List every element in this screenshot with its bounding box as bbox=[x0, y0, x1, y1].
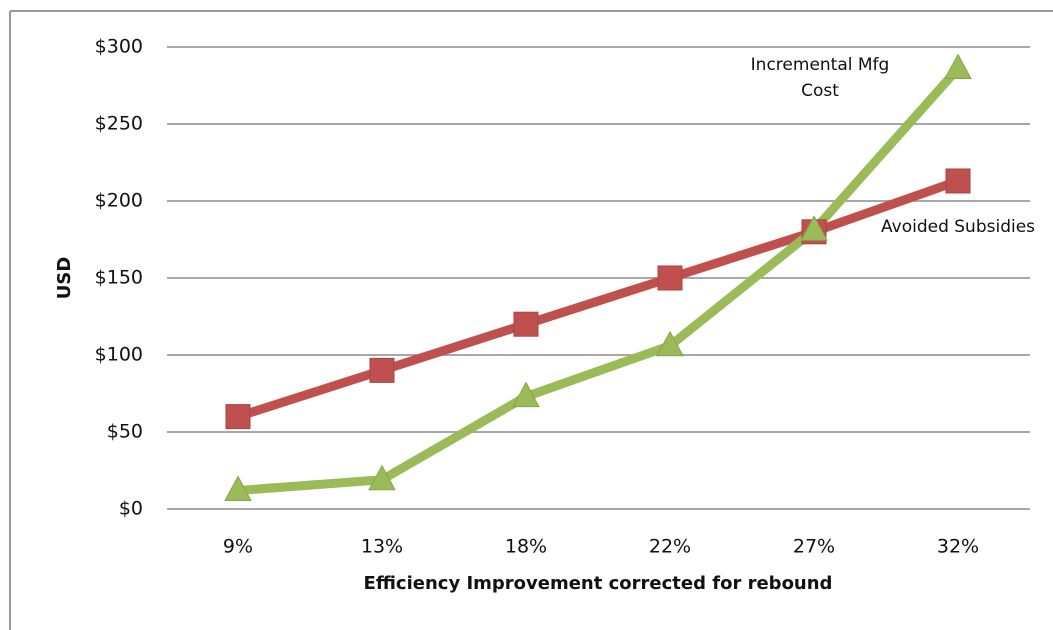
marker bbox=[225, 404, 251, 430]
marker bbox=[224, 475, 252, 502]
y-tick-label: $200 bbox=[95, 190, 143, 212]
marker bbox=[513, 311, 539, 337]
y-tick-label: $250 bbox=[95, 113, 143, 135]
marker bbox=[944, 53, 972, 80]
y-tick-label: $150 bbox=[95, 267, 143, 289]
marker bbox=[369, 357, 395, 383]
series-label: Avoided Subsidies bbox=[881, 217, 1036, 237]
y-axis-title: USD bbox=[54, 257, 75, 300]
series-line bbox=[236, 176, 960, 421]
x-tick-label: 27% bbox=[793, 536, 835, 558]
x-tick-label: 13% bbox=[361, 536, 403, 558]
series-line bbox=[237, 65, 962, 496]
series-label: Incremental Mfg Cost bbox=[750, 55, 890, 101]
x-axis-title: Efficiency Improvement corrected for reb… bbox=[364, 573, 833, 594]
y-tick-label: $50 bbox=[107, 421, 143, 443]
x-tick-label: 22% bbox=[649, 536, 691, 558]
x-tick-label: 9% bbox=[223, 536, 253, 558]
x-tick-label: 32% bbox=[937, 536, 979, 558]
marker bbox=[368, 464, 396, 491]
y-tick-label: $0 bbox=[119, 498, 143, 520]
marker bbox=[512, 381, 540, 408]
marker bbox=[800, 215, 828, 241]
y-tick-label: $300 bbox=[95, 36, 143, 58]
marker bbox=[656, 330, 684, 357]
x-tick-label: 18% bbox=[505, 536, 547, 558]
y-tick-label: $100 bbox=[95, 344, 143, 366]
marker bbox=[657, 265, 683, 291]
marker bbox=[945, 168, 971, 194]
